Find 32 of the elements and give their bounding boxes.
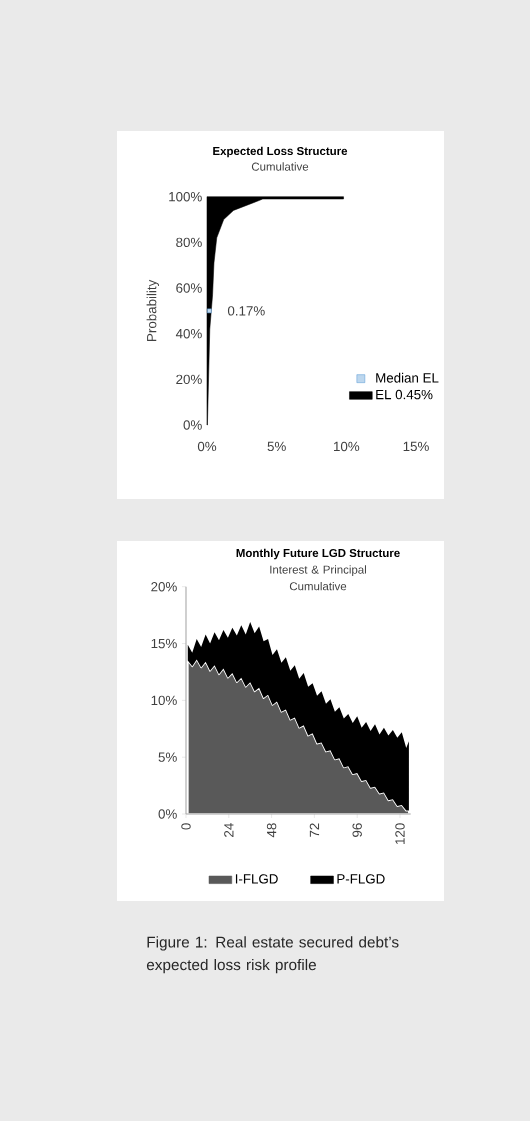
x-tick-label: 120 <box>395 823 405 844</box>
x-tick-label: 0 <box>181 823 191 830</box>
x-tick-label: 0% <box>197 441 217 452</box>
caption: Figure 1: Real estate secured debt’s expected loss risk profile <box>146 936 399 974</box>
y-tick-label: 15% <box>151 638 177 649</box>
legend-label: I-FLGD <box>235 874 278 884</box>
x-tick-label: 5% <box>267 441 286 452</box>
y-tick-label: 80% <box>176 237 202 248</box>
y-tick-label: 20% <box>176 374 202 385</box>
x-tick-label: 48 <box>266 823 277 838</box>
x-tick-label: 72 <box>309 823 320 837</box>
annotation: 0.17% <box>227 306 265 316</box>
x-tick-label: 24 <box>224 823 234 837</box>
x-tick-label: 15% <box>403 441 429 452</box>
y-tick-label: 20% <box>151 582 177 592</box>
legend-label: EL 0.45% <box>376 389 433 400</box>
y-tick-label: 10% <box>151 695 177 706</box>
y-tick-label: 60% <box>176 283 202 293</box>
chart-subtitle: Cumulative <box>251 162 309 171</box>
chart-title: Expected Loss Structure <box>213 146 348 158</box>
y-tick-label: 5% <box>158 752 177 762</box>
x-tick-label: 10% <box>334 441 360 452</box>
x-tick-label: 96 <box>352 823 362 837</box>
legend-label: Median EL <box>376 372 439 383</box>
y-tick-label: 0% <box>183 420 202 430</box>
y-tick-label: 40% <box>175 328 202 339</box>
legend-label: P-FLGD <box>337 874 385 884</box>
y-axis-title: Probability <box>146 279 160 341</box>
y-tick-label: 0% <box>158 809 177 819</box>
chart-subtitle: Interest & Principal Cumulative <box>270 565 366 591</box>
chart-title: Monthly Future LGD Structure <box>236 548 400 560</box>
y-tick-label: 100% <box>169 191 202 202</box>
